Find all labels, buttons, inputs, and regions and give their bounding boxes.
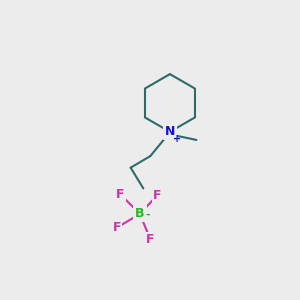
Text: F: F	[116, 188, 124, 201]
Text: F: F	[112, 221, 121, 234]
Text: N: N	[165, 125, 175, 138]
Text: F: F	[153, 189, 161, 202]
Text: F: F	[146, 233, 154, 246]
Text: -: -	[146, 210, 150, 220]
Text: +: +	[173, 134, 182, 144]
Text: B: B	[135, 207, 145, 220]
